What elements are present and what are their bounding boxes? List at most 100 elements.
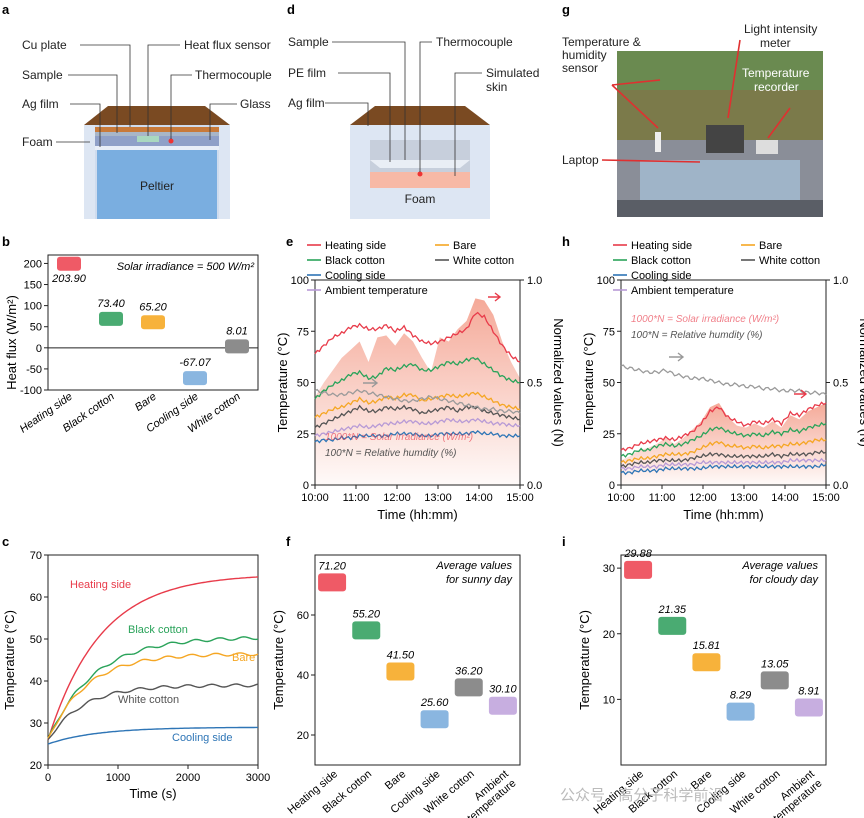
chart-f-y-tick-label: 20 [297, 730, 309, 742]
chart-h-y2-tick-label: 0.0 [833, 480, 848, 492]
chart-e-x-tick-label: 15:00 [506, 492, 534, 504]
chart-b-title: Solar irradiance = 500 W/m² [117, 261, 255, 273]
chart-h-x-tick-label: 11:00 [649, 492, 676, 504]
chart-b-y-tick-label: -50 [26, 364, 42, 376]
chart-e-series-line [314, 391, 521, 418]
chart-e-y2-tick-label: 0.0 [527, 480, 542, 492]
chart-h-y2-tick-label: 0.5 [833, 378, 848, 390]
chart-h-xlabel: Time (hh:mm) [683, 507, 763, 522]
chart-e-legend-label: Ambient temperature [325, 285, 428, 297]
panel-letter-h: h [562, 234, 570, 249]
chart-c-y-tick-label: 30 [30, 718, 42, 730]
chart-e-y2label: Normalized values (N) [551, 318, 566, 447]
chart-c-x-tick-label: 3000 [246, 772, 270, 784]
chart-c-ylabel: Temperature (°C) [2, 610, 17, 710]
chart-c-series-line [47, 683, 259, 741]
label-laptop: Laptop [562, 153, 599, 167]
chart-h-ylabel: Temperature (°C) [581, 333, 596, 433]
chart-h-legend-label: Ambient temperature [631, 285, 734, 297]
label-thermocouple-d: Thermocouple [436, 35, 513, 49]
panel-d: d Sample Thermocouple PE film Simulated s… [287, 2, 539, 219]
label-simulated-skin: Simulated skin [486, 66, 539, 94]
chart-i-bar [692, 653, 721, 672]
panel-letter-a: a [2, 2, 10, 17]
chart-c-x-tick-label: 1000 [106, 772, 130, 784]
chart-h-series-line [620, 364, 827, 396]
chart-c-x-tick-label: 0 [45, 772, 51, 784]
label-pe-film: PE film [288, 66, 326, 80]
label-sample-a: Sample [22, 68, 63, 82]
label-heat-flux-sensor: Heat flux sensor [184, 38, 271, 52]
chart-f-value-label: 71.20 [318, 560, 346, 572]
label-foam-d: Foam [405, 192, 436, 206]
label-cu-plate: Cu plate [22, 38, 67, 52]
chart-i-value-label: 15.81 [693, 640, 721, 652]
chart-f-bar [318, 573, 347, 592]
chart-c-y-tick-label: 20 [30, 760, 42, 772]
panel-a-ag-film [95, 146, 219, 150]
chart-h-y2label: Normalized values (N) [857, 318, 864, 447]
chart-sunny-day: e 0 25 50 75 100 0.0 0.5 1.0 10:00 11:00 12:00 13:00… [275, 234, 566, 522]
label-thermocouple-a: Thermocouple [195, 68, 272, 82]
chart-h-legend-label: Bare [759, 240, 782, 252]
chart-i-y-tick-label: 20 [603, 629, 615, 641]
chart-e-x-tick-label: 12:00 [383, 492, 411, 504]
panel-d-thermocouple-dot [417, 171, 423, 177]
chart-e-x-tick-label: 11:00 [343, 492, 370, 504]
chart-f-bar [420, 710, 449, 729]
panel-a-schematic [84, 106, 230, 219]
panel-g: g Temperature & humidity sensor Light inte… [562, 2, 823, 217]
chart-h-humidity-arrow [669, 352, 685, 362]
chart-f-y-tick-label: 60 [297, 610, 309, 622]
chart-h-y2-tick-label: 1.0 [833, 275, 848, 287]
chart-h-series-line [620, 449, 827, 469]
chart-b-bar [141, 315, 165, 330]
chart-c-series-line [47, 726, 258, 745]
chart-c-series-label: Cooling side [172, 732, 233, 744]
chart-f-bar [488, 696, 517, 715]
chart-e-xlabel: Time (hh:mm) [377, 507, 457, 522]
chart-cloudy-average: i 10 20 30 Temperature (°C) Average values for… [562, 534, 827, 818]
chart-h-series-line [620, 462, 827, 476]
chart-e-series-line [314, 356, 521, 400]
chart-f-bar [386, 662, 415, 681]
chart-b-y-tick-label: 100 [24, 301, 42, 313]
chart-h-x-tick-label: 10:00 [607, 492, 635, 504]
chart-h-legend-label: White cotton [759, 255, 820, 267]
chart-i-bar [658, 616, 687, 635]
chart-c-series-label: Black cotton [128, 624, 188, 636]
panel-letter-i: i [562, 534, 566, 549]
chart-i-value-label: 21.35 [657, 604, 686, 616]
chart-i-title-2: for cloudy day [750, 574, 820, 586]
panel-d-leader-lines [325, 41, 482, 176]
chart-f-frame [314, 554, 521, 766]
chart-b-bar [225, 339, 249, 354]
panel-a-lid [84, 106, 230, 125]
chart-b-y-tick-label: 200 [24, 258, 42, 270]
chart-i-value-label: 8.91 [798, 686, 819, 698]
chart-h-x-tick-label: 12:00 [689, 492, 717, 504]
label-temp-recorder: Temperature recorder [742, 66, 810, 94]
label-glass: Glass [240, 97, 271, 111]
chart-h-x-tick-label: 13:00 [730, 492, 758, 504]
chart-f-value-label: 55.20 [352, 608, 380, 620]
chart-i-bar [624, 560, 653, 579]
panel-letter-c: c [2, 534, 9, 549]
chart-e-humidity-arrow [363, 378, 379, 388]
chart-h-y-tick-label: 50 [603, 378, 615, 390]
label-light-meter: Light intensity meter [744, 22, 817, 50]
chart-i-y-tick-label: 10 [603, 694, 615, 706]
chart-h-y-tick-label: 75 [603, 326, 615, 338]
chart-e-series-line [314, 388, 521, 415]
chart-b-value-label: 8.01 [226, 325, 247, 337]
chart-i-bar [794, 698, 823, 717]
chart-c-y-tick-label: 70 [30, 550, 42, 562]
chart-f-bar [352, 621, 381, 640]
chart-f-title-1: Average values [435, 560, 512, 572]
chart-e-y-tick-label: 25 [297, 429, 309, 441]
chart-e-series-line [314, 430, 521, 444]
chart-h-series-line [620, 401, 827, 452]
chart-h-series-line [620, 457, 827, 472]
chart-b-value-label: 73.40 [97, 298, 125, 310]
